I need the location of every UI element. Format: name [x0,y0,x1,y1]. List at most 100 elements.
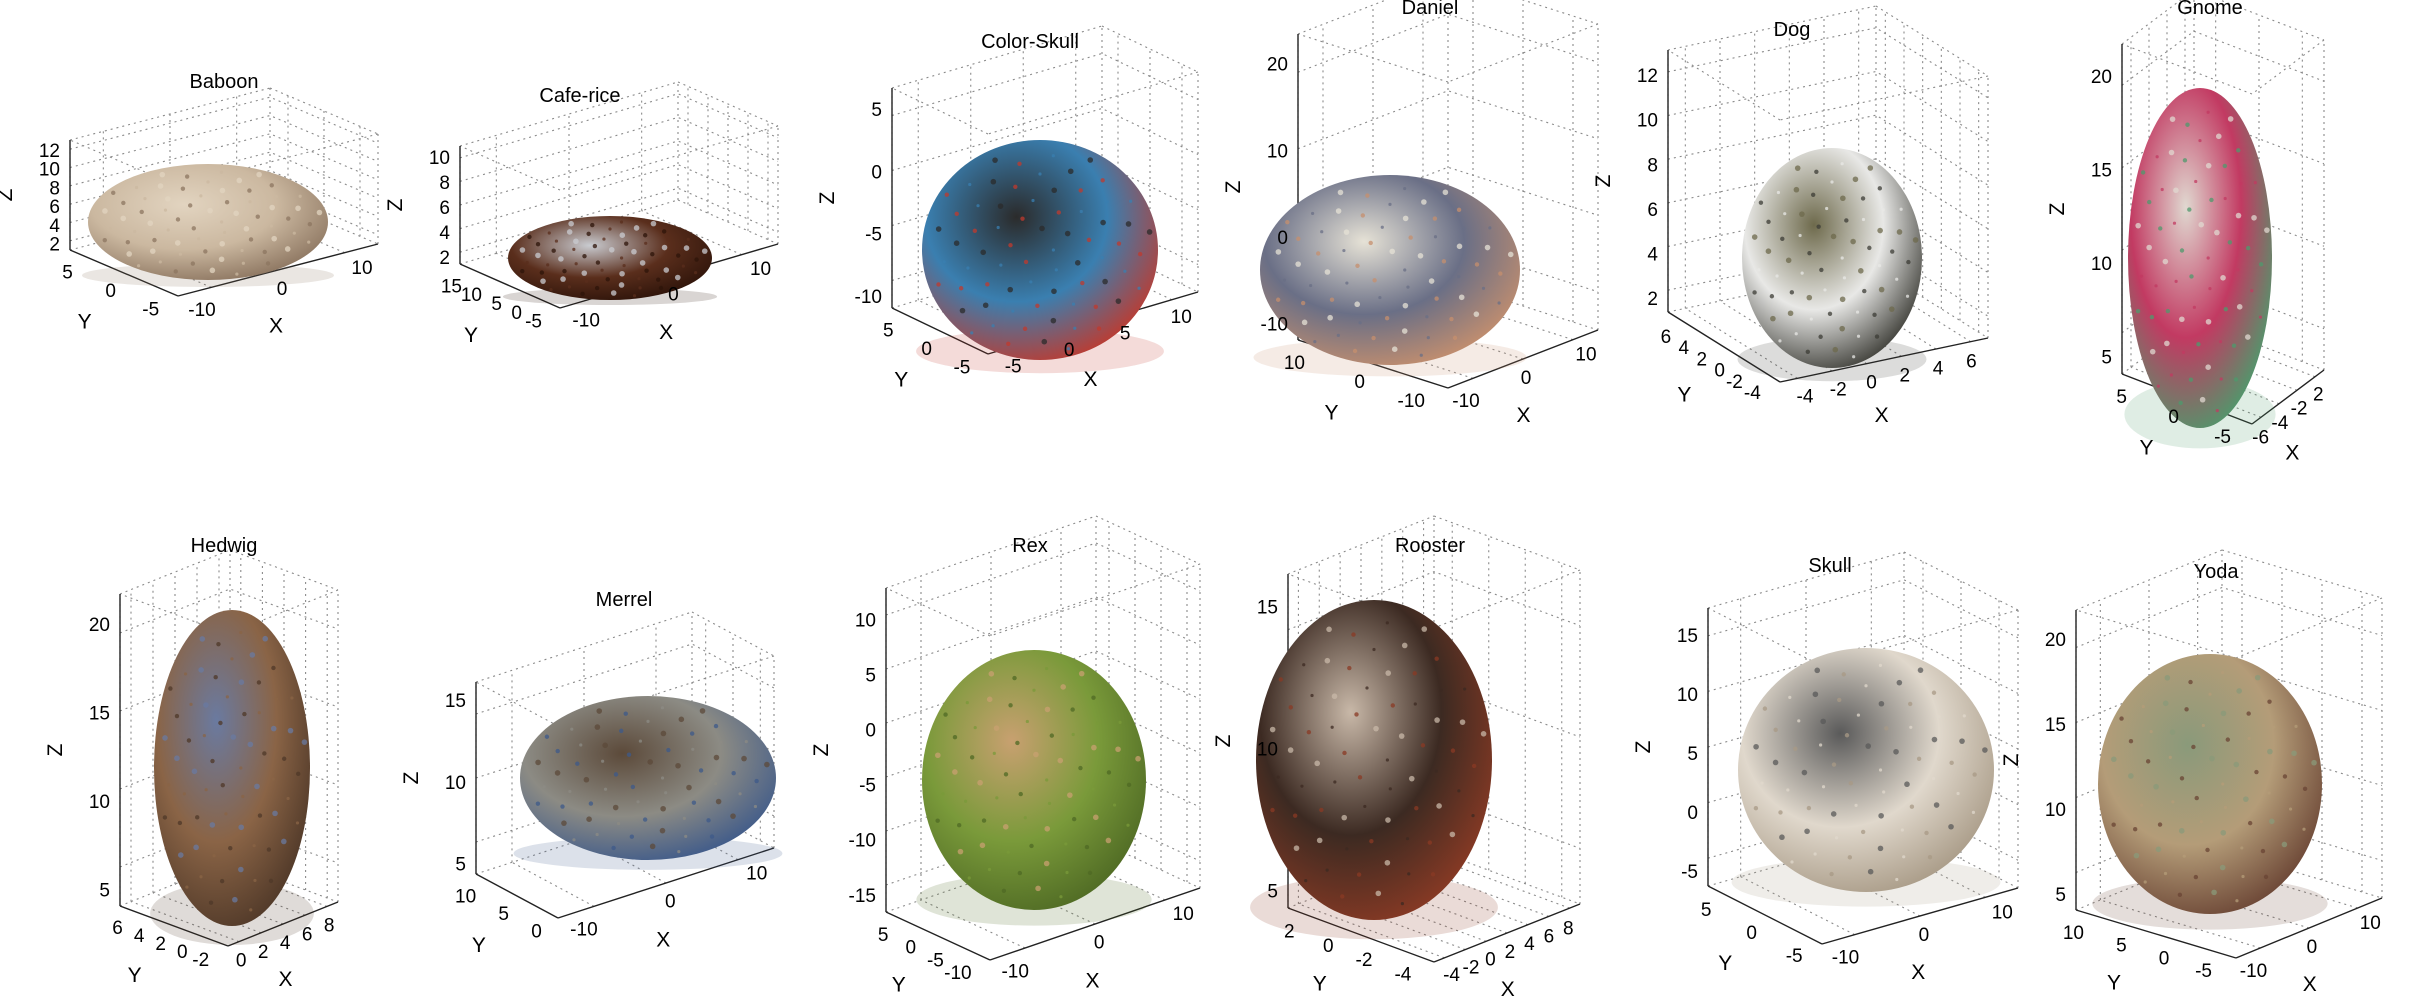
cloud-point [1439,688,1443,692]
cloud-point [1408,235,1413,240]
cloud-point [977,779,983,786]
cloud-point [709,834,715,839]
cloud-point [1354,712,1359,717]
cloud-point [1848,781,1854,786]
cloud-point [222,230,227,235]
cloud-point [121,200,126,206]
z-tick-label: 4 [1647,244,1658,265]
cloud-point [1471,763,1477,769]
cloud-point [1300,784,1304,788]
cloud-point [1285,220,1290,225]
cloud-point [292,231,296,235]
cloud-point [966,266,970,270]
cloud-point [676,253,681,258]
cloud-point [1874,334,1880,339]
cloud-point [1948,823,1954,830]
cloud-point [1924,830,1929,836]
x-tick-label: 4 [280,933,291,954]
cloud-point [2143,880,2147,884]
cloud-point [686,784,692,791]
cloud-point [753,804,758,809]
cloud-point [1801,769,1808,776]
cloud-point [2254,769,2259,775]
cloud-point [1051,187,1058,194]
cloud-point [656,277,661,282]
cloud-point [644,241,648,245]
cloud-point [660,730,667,737]
cloud-point [1893,748,1899,755]
cloud-point [2155,155,2159,159]
cloud-point [210,758,215,764]
cloud-point [1326,626,1332,633]
x-tick-label: 0 [1919,925,1930,946]
cloud-point [1799,211,1805,217]
x-axis-label: X [656,929,670,952]
cloud-point [1017,870,1023,876]
cloud-point [1295,261,1301,267]
cloud-point [638,286,642,290]
cloud-point [664,791,668,795]
cloud-point [189,702,193,706]
y-axis-label: Y [894,369,908,392]
cloud-point [568,789,572,794]
cloud-point [158,260,162,264]
x-tick-label: -10 [1452,391,1479,412]
cloud-point [650,220,657,227]
cloud-point [2231,343,2237,348]
cloud-point [1375,890,1382,897]
cloud-point [1428,278,1435,284]
cloud-point [274,697,279,701]
x-tick-label: 10 [1171,307,1192,328]
cloud-point [2272,725,2276,729]
panel-title: Cafe-rice [539,85,620,107]
cloud-point [199,636,206,642]
cloud-point [1412,671,1417,676]
cloud-point [199,875,203,879]
cloud-point [1390,703,1395,708]
cloud-point [2171,800,2175,804]
cloud-point [1115,298,1122,304]
z-tick-label: 4 [49,216,60,237]
cloud-point [1434,717,1440,723]
x-tick-label: 0 [2307,937,2318,958]
cloud-point [2164,340,2170,347]
cloud-point [594,724,601,730]
cloud-point [1463,687,1467,691]
cloud-point [1378,295,1382,300]
cloud-point [2133,852,2140,859]
cloud-point [1360,213,1366,218]
cloud-point [730,813,736,819]
cloud-point [683,245,690,251]
cloud-point [560,276,566,282]
cloud-point [157,183,164,189]
cloud-point [1270,807,1275,813]
x-tick-label: 8 [324,916,335,937]
cloud-point [647,759,653,765]
cloud-point [2164,675,2171,681]
cloud-point [660,776,665,780]
cloud-point [1776,190,1781,195]
cloud-point [1380,225,1384,229]
cloud-point [177,852,184,858]
z-axis-label: Z [1222,180,1245,193]
cloud-point [1301,319,1308,326]
cloud-point [666,238,670,242]
cloud-point [996,225,1000,230]
cloud-point [660,706,665,710]
cloud-point [248,200,252,204]
cloud-point [1417,253,1424,259]
z-tick-label: 2 [439,248,450,269]
cloud-point [219,878,225,884]
cloud-point [2302,786,2308,792]
cloud-point [1129,199,1133,203]
cloud-point [1067,792,1073,798]
cloud-point [2194,795,2199,801]
cloud-point [935,818,940,823]
cloud-point [706,818,711,823]
cloud-point [2227,116,2234,122]
cloud-point [1287,747,1294,753]
cloud-point [1872,312,1877,317]
cloud-point [2220,710,2227,717]
